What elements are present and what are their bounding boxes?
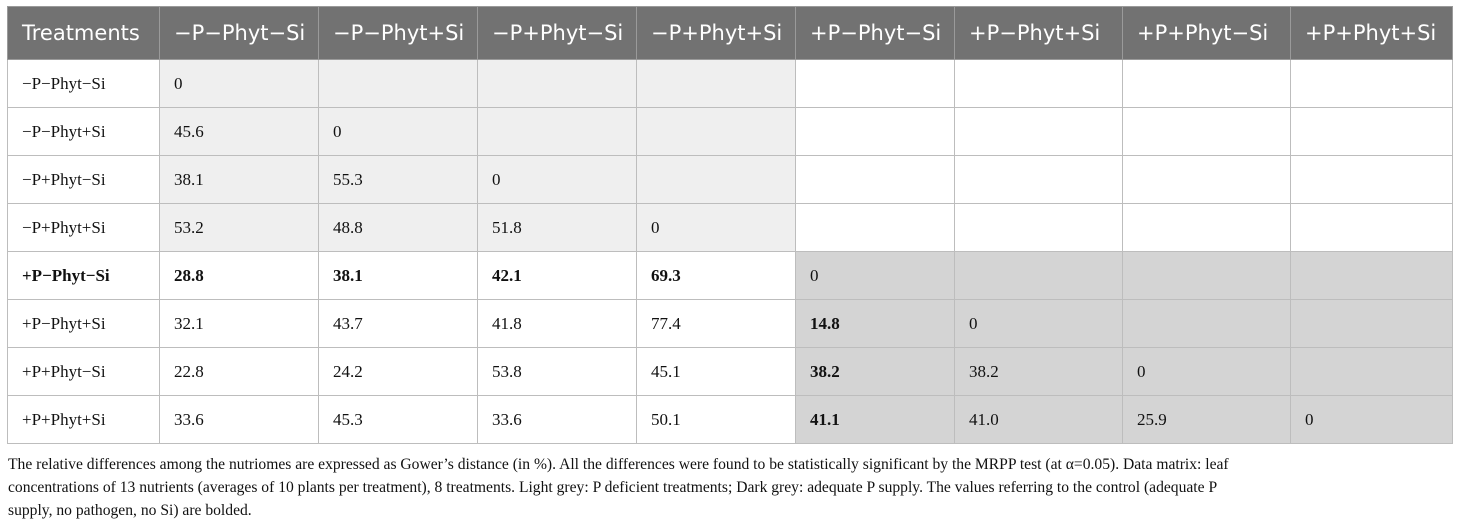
table-cell: [1290, 299, 1453, 348]
column-header: −P−Phyt+Si: [318, 6, 478, 60]
table-cell: 0: [795, 251, 955, 300]
row-label: +P+Phyt−Si: [7, 347, 160, 396]
table-cell: [636, 59, 796, 108]
table-cell: 43.7: [318, 299, 478, 348]
table-cell: [795, 155, 955, 204]
table-cell: 42.1: [477, 251, 637, 300]
column-header: −P+Phyt−Si: [477, 6, 637, 60]
table-cell: 0: [318, 107, 478, 156]
table-figure: Treatments −P−Phyt−Si −P−Phyt+Si −P+Phyt…: [7, 6, 1453, 522]
table-cell: [795, 59, 955, 108]
table-row: −P−Phyt+Si 45.6 0: [7, 107, 1453, 156]
table-cell: 50.1: [636, 395, 796, 444]
gower-distance-table: Treatments −P−Phyt−Si −P−Phyt+Si −P+Phyt…: [7, 6, 1453, 444]
table-cell: [1122, 155, 1291, 204]
column-header: +P+Phyt+Si: [1290, 6, 1453, 60]
table-cell: [1290, 347, 1453, 396]
header-row: Treatments −P−Phyt−Si −P−Phyt+Si −P+Phyt…: [7, 6, 1453, 60]
column-header: −P−Phyt−Si: [159, 6, 319, 60]
table-cell: [1290, 59, 1453, 108]
table-cell: [477, 107, 637, 156]
table-cell: [318, 59, 478, 108]
table-cell: 38.1: [159, 155, 319, 204]
table-cell: [1290, 251, 1453, 300]
table-cell: 51.8: [477, 203, 637, 252]
table-cell: 0: [1122, 347, 1291, 396]
footnote-line: supply, no pathogen, no Si) are bolded.: [8, 502, 252, 519]
column-header: +P+Phyt−Si: [1122, 6, 1291, 60]
table-cell: [636, 155, 796, 204]
table-cell: [795, 107, 955, 156]
table-cell: 14.8: [795, 299, 955, 348]
column-header: +P−Phyt−Si: [795, 6, 955, 60]
row-label: −P+Phyt+Si: [7, 203, 160, 252]
table-cell: [795, 203, 955, 252]
column-header: −P+Phyt+Si: [636, 6, 796, 60]
table-row: +P+Phyt−Si 22.8 24.2 53.8 45.1 38.2 38.2 0: [7, 347, 1453, 396]
table-cell: 53.2: [159, 203, 319, 252]
table-cell: 41.8: [477, 299, 637, 348]
table-row: +P−Phyt+Si 32.1 43.7 41.8 77.4 14.8 0: [7, 299, 1453, 348]
table-cell: [954, 59, 1123, 108]
column-header: +P−Phyt+Si: [954, 6, 1123, 60]
table-cell: 41.0: [954, 395, 1123, 444]
table-cell: 32.1: [159, 299, 319, 348]
table-cell: 45.1: [636, 347, 796, 396]
row-label: +P+Phyt+Si: [7, 395, 160, 444]
table-cell: 38.1: [318, 251, 478, 300]
row-label: −P+Phyt−Si: [7, 155, 160, 204]
table-cell: [954, 203, 1123, 252]
table-cell: [954, 155, 1123, 204]
table-body: −P−Phyt−Si 0 −P−Phyt+Si 45.6 0 −P+Phyt−Si 38.1…: [7, 59, 1453, 444]
table-cell: 0: [954, 299, 1123, 348]
table-row: −P−Phyt−Si 0: [7, 59, 1453, 108]
table-cell: [1122, 203, 1291, 252]
table-cell: 33.6: [159, 395, 319, 444]
table-cell: 45.3: [318, 395, 478, 444]
table-cell: 28.8: [159, 251, 319, 300]
table-cell: 0: [477, 155, 637, 204]
table-cell: [954, 107, 1123, 156]
table-cell: 38.2: [954, 347, 1123, 396]
table-cell: 33.6: [477, 395, 637, 444]
table-cell: 0: [636, 203, 796, 252]
table-row: +P−Phyt−Si 28.8 38.1 42.1 69.3 0: [7, 251, 1453, 300]
table-cell: 22.8: [159, 347, 319, 396]
table-cell: 55.3: [318, 155, 478, 204]
table-cell: [1122, 107, 1291, 156]
footnote-line: concentrations of 13 nutrients (averages…: [8, 479, 1218, 496]
table-cell: 69.3: [636, 251, 796, 300]
table-cell: [1122, 59, 1291, 108]
table-row: +P+Phyt+Si 33.6 45.3 33.6 50.1 41.1 41.0 25.9 0: [7, 395, 1453, 444]
table-cell: 38.2: [795, 347, 955, 396]
table-cell: [1290, 203, 1453, 252]
table-footnote: The relative differences among the nutri…: [7, 453, 1452, 522]
table-row: −P+Phyt−Si 38.1 55.3 0: [7, 155, 1453, 204]
table-cell: [1122, 251, 1291, 300]
table-cell: 45.6: [159, 107, 319, 156]
corner-header: Treatments: [7, 6, 160, 60]
table-row: −P+Phyt+Si 53.2 48.8 51.8 0: [7, 203, 1453, 252]
table-cell: [636, 107, 796, 156]
table-cell: 77.4: [636, 299, 796, 348]
table-cell: 0: [159, 59, 319, 108]
table-cell: [477, 59, 637, 108]
row-label: +P−Phyt+Si: [7, 299, 160, 348]
table-cell: 25.9: [1122, 395, 1291, 444]
table-cell: 24.2: [318, 347, 478, 396]
table-cell: [1290, 155, 1453, 204]
row-label: −P−Phyt−Si: [7, 59, 160, 108]
table-cell: [954, 251, 1123, 300]
table-cell: 0: [1290, 395, 1453, 444]
table-cell: 48.8: [318, 203, 478, 252]
table-cell: 53.8: [477, 347, 637, 396]
table-cell: 41.1: [795, 395, 955, 444]
footnote-line: The relative differences among the nutri…: [8, 456, 1229, 473]
table-cell: [1122, 299, 1291, 348]
table-cell: [1290, 107, 1453, 156]
row-label: +P−Phyt−Si: [7, 251, 160, 300]
row-label: −P−Phyt+Si: [7, 107, 160, 156]
